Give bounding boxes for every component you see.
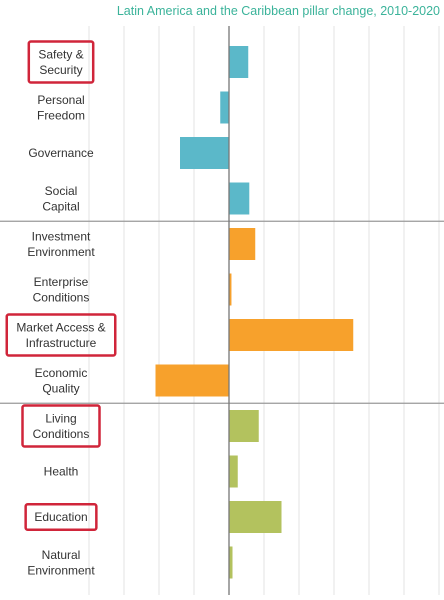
highlight-box [24, 503, 98, 531]
category-label: Environment [27, 563, 95, 577]
category-label: Governance [28, 146, 94, 160]
category-label: Health [44, 465, 79, 479]
bar [229, 273, 232, 306]
category-label: Infrastructure [26, 336, 97, 350]
highlight-box [27, 40, 95, 84]
bar [229, 319, 354, 351]
bar [229, 410, 259, 442]
category-label: Safety & [38, 47, 83, 61]
bar [155, 364, 229, 397]
bar [180, 137, 229, 169]
bar [229, 228, 256, 260]
category-label: Conditions [33, 427, 90, 441]
category-label: Living [45, 411, 76, 425]
bar [229, 546, 233, 579]
category-label: Personal [37, 93, 84, 107]
category-label: Security [39, 63, 82, 77]
bar [229, 501, 282, 533]
category-label: Conditions [33, 290, 90, 304]
category-label: Investment [32, 229, 91, 243]
highlight-box [5, 313, 117, 357]
category-label: Market Access & [16, 320, 105, 334]
category-label: Quality [42, 381, 79, 395]
bar [229, 455, 238, 488]
bar [229, 182, 250, 215]
category-label: Natural [42, 548, 81, 562]
category-label: Education [34, 510, 87, 524]
bar [220, 91, 229, 124]
highlight-box [21, 404, 101, 448]
category-label: Capital [42, 199, 79, 213]
bar [229, 46, 249, 78]
category-label: Freedom [37, 108, 85, 122]
category-label: Environment [27, 245, 95, 259]
category-label: Social [45, 184, 78, 198]
category-label: Enterprise [34, 275, 89, 289]
category-label: Economic [35, 366, 88, 380]
chart-title: Latin America and the Caribbean pillar c… [116, 4, 440, 18]
